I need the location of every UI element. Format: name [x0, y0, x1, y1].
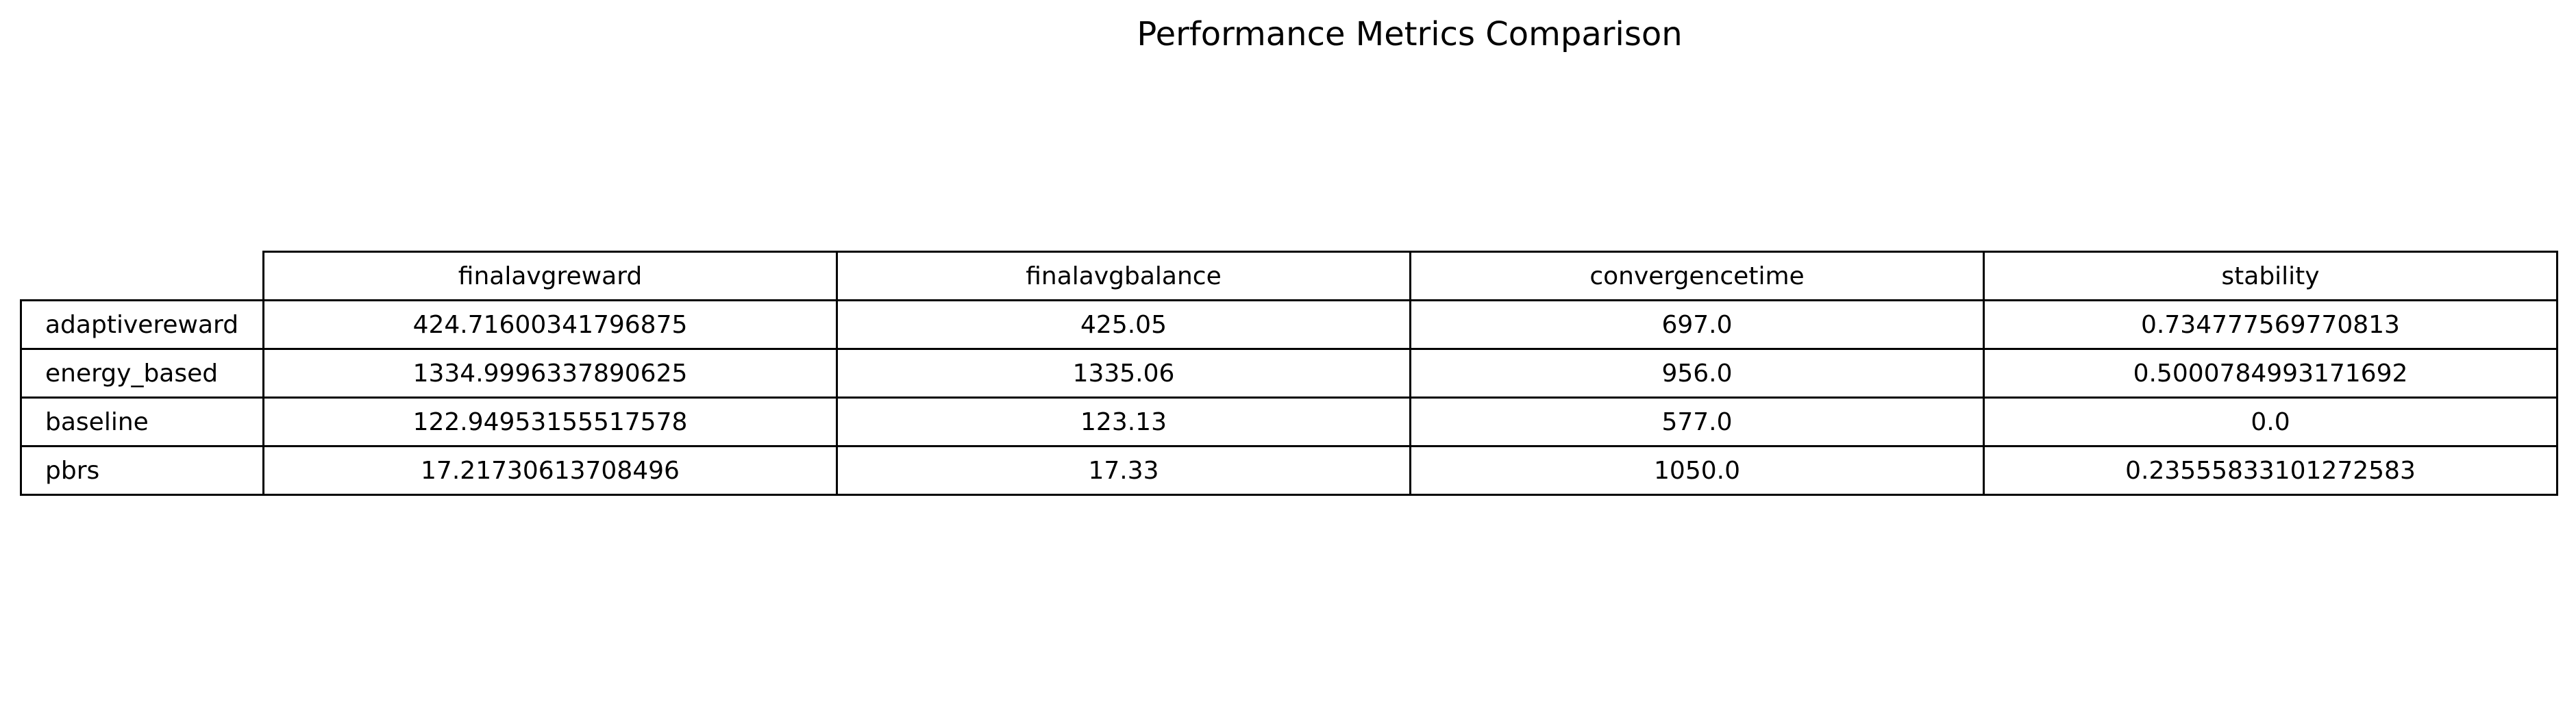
table-row: adaptivereward 424.71600341796875 425.05…	[20, 299, 2558, 350]
chart-title: Performance Metrics Comparison	[1137, 15, 1683, 53]
row-label: baseline	[20, 397, 264, 447]
table-cell: 0.734777569770813	[1983, 299, 2558, 350]
table-cell: 122.94953155517578	[262, 397, 838, 447]
table-cell: 17.33	[836, 445, 1411, 496]
table-body: adaptivereward 424.71600341796875 425.05…	[20, 299, 2558, 496]
column-header: finalavgreward	[262, 251, 838, 301]
table-row: baseline 122.94953155517578 123.13 577.0…	[20, 397, 2558, 447]
table-cell: 956.0	[1409, 348, 1985, 399]
metrics-table: finalavgreward finalavgbalance convergen…	[20, 251, 2558, 496]
row-label: pbrs	[20, 445, 264, 496]
table-cell: 697.0	[1409, 299, 1985, 350]
table-cell: 1334.9996337890625	[262, 348, 838, 399]
column-header: finalavgbalance	[836, 251, 1411, 301]
table-cell: 17.21730613708496	[262, 445, 838, 496]
row-label: adaptivereward	[20, 299, 264, 350]
table-cell: 577.0	[1409, 397, 1985, 447]
column-header: stability	[1983, 251, 2558, 301]
table-row: energy_based 1334.9996337890625 1335.06 …	[20, 348, 2558, 399]
table-cell: 0.5000784993171692	[1983, 348, 2558, 399]
table-cell: 425.05	[836, 299, 1411, 350]
table-cell: 424.71600341796875	[262, 299, 838, 350]
column-header: convergencetime	[1409, 251, 1985, 301]
table-cell: 1335.06	[836, 348, 1411, 399]
table-cell: 0.23555833101272583	[1983, 445, 2558, 496]
table-row: pbrs 17.21730613708496 17.33 1050.0 0.23…	[20, 445, 2558, 496]
corner-cell	[21, 251, 264, 301]
table-cell: 1050.0	[1409, 445, 1985, 496]
header-row: finalavgreward finalavgbalance convergen…	[21, 251, 2558, 301]
table-header: finalavgreward finalavgbalance convergen…	[21, 251, 2558, 301]
row-label: energy_based	[20, 348, 264, 399]
table-cell: 123.13	[836, 397, 1411, 447]
table-cell: 0.0	[1983, 397, 2558, 447]
